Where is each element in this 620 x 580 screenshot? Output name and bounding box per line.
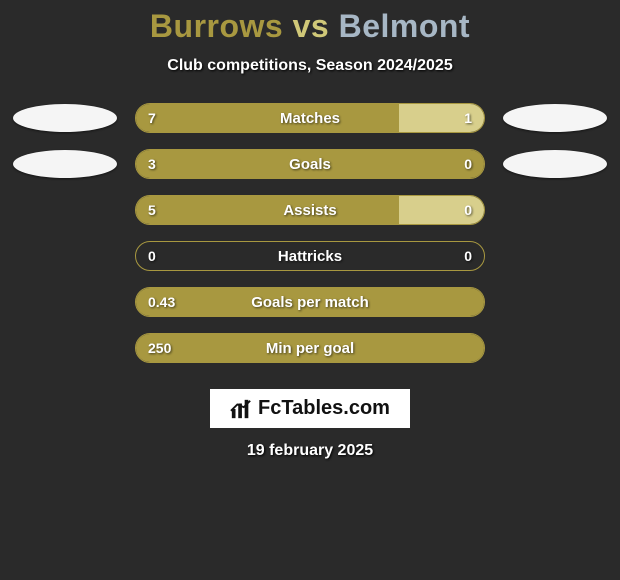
stat-row: 71Matches (0, 103, 620, 133)
player1-badge (13, 150, 117, 178)
spacer (503, 242, 607, 270)
stat-value-left: 0 (148, 242, 156, 270)
bar-fill-left (136, 288, 484, 316)
spacer (13, 288, 117, 316)
stat-value-right: 0 (464, 242, 472, 270)
title-player2: Belmont (339, 8, 471, 44)
stats-list: 71Matches 30Goals 50Assists 0 0Hattricks 0.43… (0, 103, 620, 363)
stat-row: 0.43Goals per match (0, 287, 620, 317)
subtitle: Club competitions, Season 2024/2025 (0, 57, 620, 75)
stat-row: 30Goals (0, 149, 620, 179)
bar-fill-left (136, 196, 399, 224)
spacer (503, 334, 607, 362)
spacer (13, 334, 117, 362)
stat-row: 50Assists (0, 195, 620, 225)
title-player1: Burrows (150, 8, 283, 44)
spacer (503, 288, 607, 316)
date-label: 19 february 2025 (0, 442, 620, 460)
player2-badge (503, 150, 607, 178)
comparison-container: Burrows vs Belmont Club competitions, Se… (0, 0, 620, 460)
bar-fill-right (399, 104, 484, 132)
logo-text: FcTables.com (258, 397, 390, 420)
player1-badge (13, 104, 117, 132)
spacer (13, 242, 117, 270)
bar-fill-right (399, 196, 484, 224)
bar-fill-left (136, 104, 399, 132)
spacer (13, 196, 117, 224)
stat-row: 250Min per goal (0, 333, 620, 363)
page-title: Burrows vs Belmont (0, 8, 620, 45)
bar-fill-left (136, 150, 484, 178)
stat-bar: 250Min per goal (135, 333, 485, 363)
title-vs: vs (293, 8, 330, 44)
stat-bar: 30Goals (135, 149, 485, 179)
stat-bar: 50Assists (135, 195, 485, 225)
stat-bar: 71Matches (135, 103, 485, 133)
stat-row: 0 0Hattricks (0, 241, 620, 271)
player2-badge (503, 104, 607, 132)
stat-label: Hattricks (136, 242, 484, 270)
stat-bar: 0 0Hattricks (135, 241, 485, 271)
logo-box: FcTables.com (210, 389, 410, 428)
bar-fill-left (136, 334, 484, 362)
chart-icon (230, 398, 252, 420)
spacer (503, 196, 607, 224)
stat-bar: 0.43Goals per match (135, 287, 485, 317)
